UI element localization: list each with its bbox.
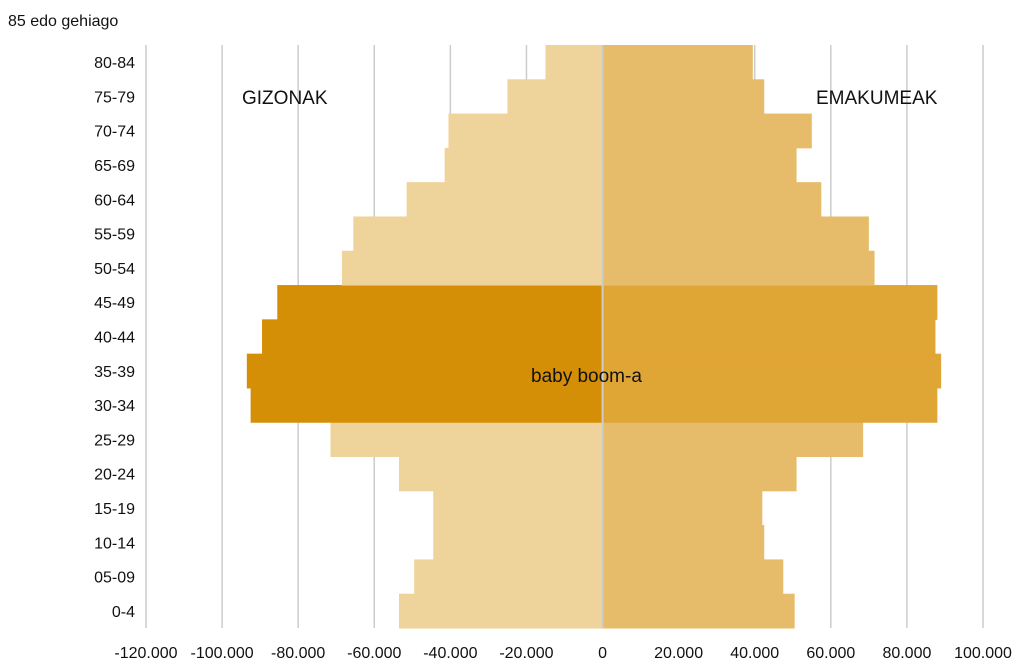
bar-men-25-29 <box>330 422 603 458</box>
bar-women-80-84 <box>602 45 753 80</box>
x-tick-label: 60.000 <box>806 645 855 662</box>
bar-men-15-19 <box>433 490 603 526</box>
bar-men-65-69 <box>444 147 603 183</box>
bar-men-55-59 <box>353 216 603 252</box>
highlight-annotation: baby boom-a <box>531 366 642 387</box>
bar-women-15-19 <box>602 490 763 526</box>
bars <box>246 45 942 629</box>
x-tick-label: -80.000 <box>271 645 325 662</box>
x-tick-label: 0 <box>598 645 607 662</box>
series-label-women: EMAKUMEAK <box>816 88 938 109</box>
bar-men-0-4 <box>399 593 603 629</box>
bar-men-10-14 <box>433 525 603 560</box>
bar-women-40-44 <box>602 319 936 355</box>
x-tick-label: 40.000 <box>730 645 779 662</box>
y-tick-label: 50-54 <box>94 261 135 278</box>
x-tick-label: -20.000 <box>499 645 553 662</box>
bar-women-75-79 <box>602 79 765 115</box>
bar-women-35-39 <box>602 353 942 389</box>
y-tick-label: 75-79 <box>94 89 135 106</box>
bar-women-55-59 <box>602 216 869 252</box>
y-tick-labels: 0-4 05-09 10-14 15-19 20-24 25-29 30-34 35-39 40… <box>94 55 135 621</box>
y-tick-label: 30-34 <box>94 398 135 415</box>
series-label-men: GIZONAK <box>242 88 328 109</box>
y-tick-label: 80-84 <box>94 55 135 72</box>
bar-women-25-29 <box>602 422 864 458</box>
y-tick-label: 40-44 <box>94 330 135 347</box>
bar-women-20-24 <box>602 456 797 492</box>
bar-men-20-24 <box>399 456 603 492</box>
bar-men-50-54 <box>341 250 603 286</box>
y-tick-label: 60-64 <box>94 192 135 209</box>
bar-women-70-74 <box>602 113 812 149</box>
bar-men-05-09 <box>414 559 603 595</box>
bar-men-35-39 <box>246 353 603 389</box>
bar-men-30-34 <box>250 387 603 423</box>
y-tick-label: 25-29 <box>94 432 135 449</box>
bar-women-05-09 <box>602 559 784 595</box>
bar-women-30-34 <box>602 387 938 423</box>
bar-women-50-54 <box>602 250 875 286</box>
y-tick-label: 05-09 <box>94 570 135 587</box>
bar-women-65-69 <box>602 147 797 183</box>
top-age-group-label: 85 edo gehiago <box>8 13 118 30</box>
bar-women-45-49 <box>602 285 938 320</box>
bar-men-60-64 <box>406 182 603 217</box>
x-tick-label: 100.000 <box>954 645 1012 662</box>
y-tick-label: 10-14 <box>94 535 135 552</box>
x-tick-label: -60.000 <box>347 645 401 662</box>
x-tick-labels: -120.000 -100.000 -80.000 -60.000 -40.000 -20… <box>114 645 1012 662</box>
bar-women-10-14 <box>602 525 765 560</box>
x-tick-label: -120.000 <box>114 645 177 662</box>
bar-men-80-84 <box>545 45 603 80</box>
y-tick-label: 20-24 <box>94 467 135 484</box>
bar-men-45-49 <box>277 285 603 320</box>
y-tick-label: 55-59 <box>94 227 135 244</box>
bar-men-75-79 <box>507 79 603 115</box>
x-tick-label: 20.000 <box>654 645 703 662</box>
y-tick-label: 45-49 <box>94 295 135 312</box>
y-tick-label: 35-39 <box>94 364 135 381</box>
x-tick-label: 80.000 <box>882 645 931 662</box>
y-tick-label: 0-4 <box>112 604 135 621</box>
x-tick-label: -100.000 <box>191 645 254 662</box>
bar-women-0-4 <box>602 593 795 629</box>
x-tick-label: -40.000 <box>423 645 477 662</box>
y-tick-label: 65-69 <box>94 158 135 175</box>
bar-women-60-64 <box>602 182 822 217</box>
y-tick-label: 15-19 <box>94 501 135 518</box>
bar-men-40-44 <box>262 319 603 355</box>
y-tick-label: 70-74 <box>94 124 135 141</box>
bar-men-70-74 <box>448 113 603 149</box>
